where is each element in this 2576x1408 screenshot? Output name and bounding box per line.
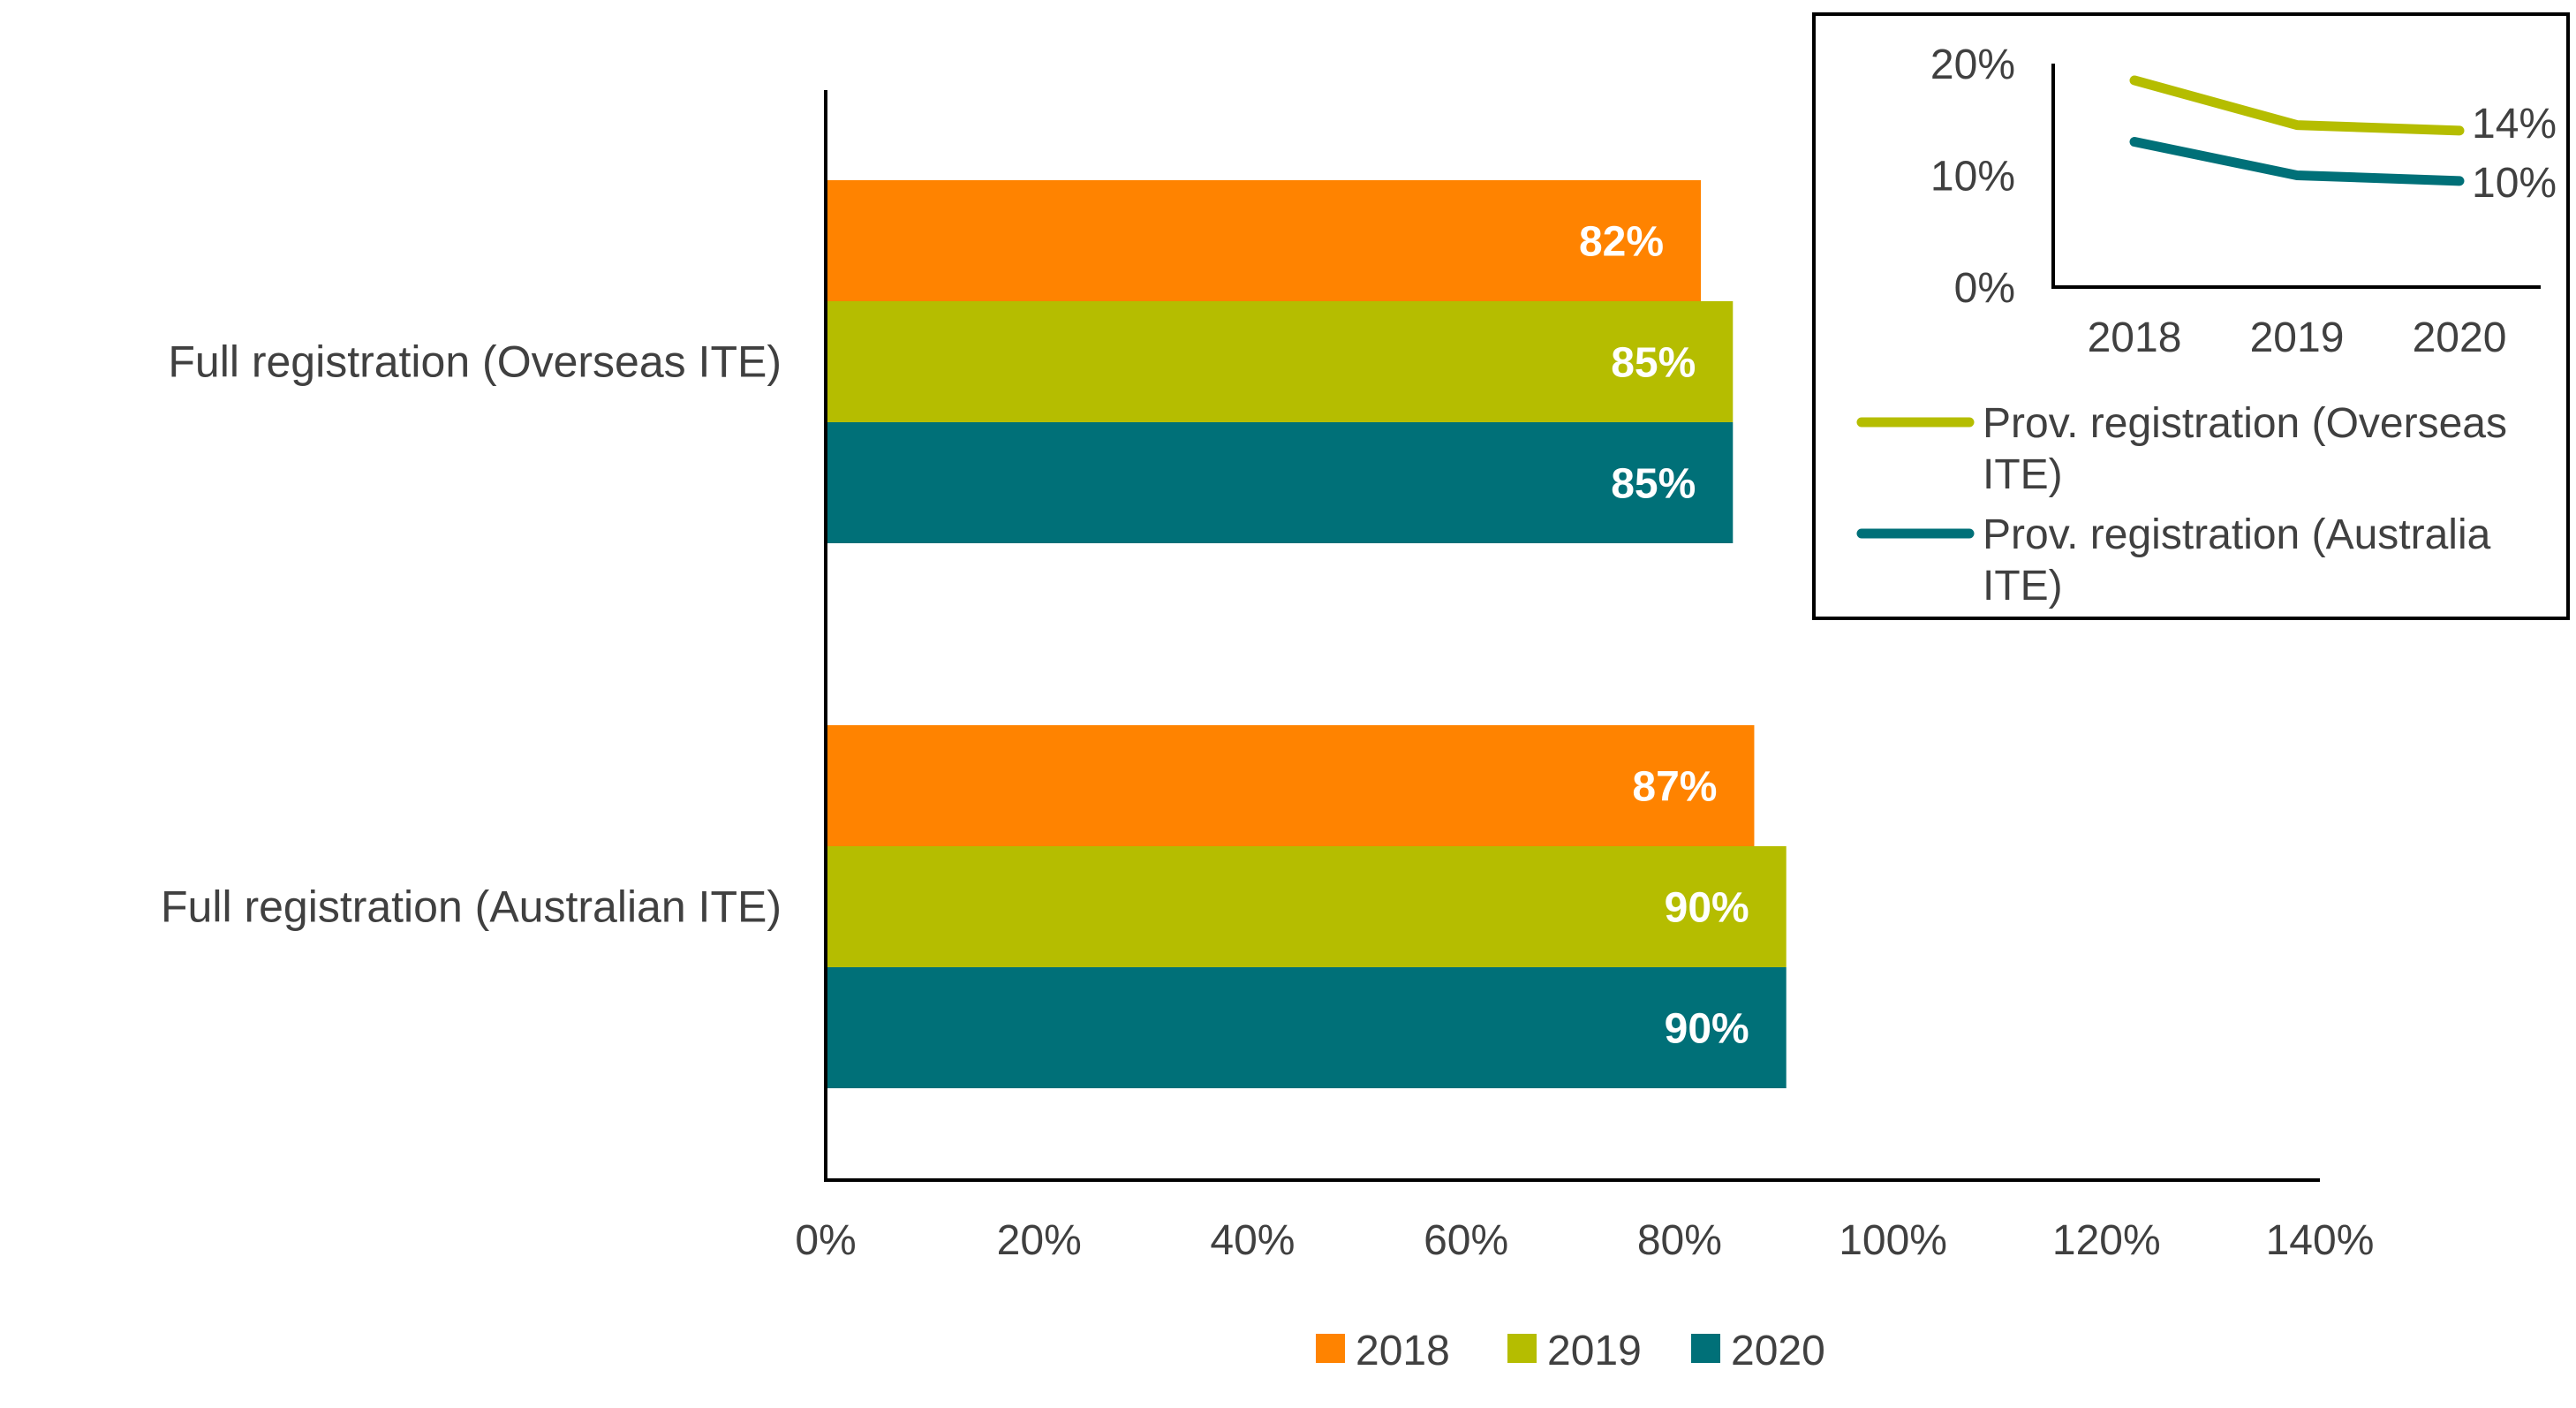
legend-swatch-2020 (1691, 1334, 1720, 1363)
inset-legend-label: Prov. registration (Australia (1983, 511, 2491, 558)
x-tick-label: 120% (2052, 1217, 2161, 1264)
inset-end-label: 10% (2472, 160, 2557, 207)
inset-x-tick-label: 2020 (2413, 314, 2507, 361)
bar-2019-1 (826, 846, 1787, 967)
x-tick-label: 60% (1424, 1217, 1508, 1264)
inset-legend-label: ITE) (1983, 451, 2063, 498)
bar-2018-0 (826, 180, 1702, 301)
x-tick-label: 140% (2266, 1217, 2375, 1264)
x-tick-label: 80% (1637, 1217, 1722, 1264)
inset-frame (1812, 12, 2570, 620)
data-label: 90% (1665, 1006, 1749, 1053)
bar-2020-0 (826, 422, 1734, 543)
data-label: 82% (1579, 219, 1664, 266)
bar-2019-0 (826, 301, 1734, 422)
bar-2018-1 (826, 725, 1755, 846)
data-label: 85% (1611, 461, 1696, 508)
data-label: 87% (1632, 764, 1717, 811)
inset-y-tick-label: 20% (1930, 42, 2015, 88)
data-label: 85% (1611, 340, 1696, 387)
x-tick-label: 40% (1210, 1217, 1295, 1264)
category-label: Full registration (Australian ITE) (161, 882, 782, 932)
inset-legend-label: Prov. registration (Overseas (1983, 400, 2507, 447)
inset-y-tick-label: 0% (1954, 265, 2015, 312)
legend-label: 2018 (1356, 1328, 1450, 1374)
inset-legend-label: ITE) (1983, 563, 2063, 609)
bar-2020-1 (826, 967, 1787, 1088)
inset-line-0 (2129, 75, 2465, 136)
legend-label: 2019 (1547, 1328, 1642, 1374)
x-tick-label: 0% (795, 1217, 856, 1264)
inset-x-tick-label: 2018 (2088, 314, 2182, 361)
inset-y-tick-label: 10% (1930, 154, 2015, 201)
inset-line-1 (2129, 137, 2465, 186)
inset-end-label: 14% (2472, 101, 2557, 148)
data-label: 90% (1665, 885, 1749, 932)
x-tick-label: 100% (1839, 1217, 1947, 1264)
inset-x-tick-label: 2019 (2250, 314, 2345, 361)
legend-label: 2020 (1731, 1328, 1825, 1374)
legend-swatch-2018 (1316, 1334, 1345, 1363)
main-bar-chart: 82% 85% 85% Full registration (Overseas ITE… (161, 90, 2374, 1374)
category-label: Full registration (Overseas ITE) (168, 337, 782, 387)
legend-swatch-2019 (1507, 1334, 1537, 1363)
inset-line-chart: 0% 10% 20% 2018 2019 2020 14% Prov. registratio… (1812, 12, 2570, 620)
x-tick-label: 20% (997, 1217, 1082, 1264)
